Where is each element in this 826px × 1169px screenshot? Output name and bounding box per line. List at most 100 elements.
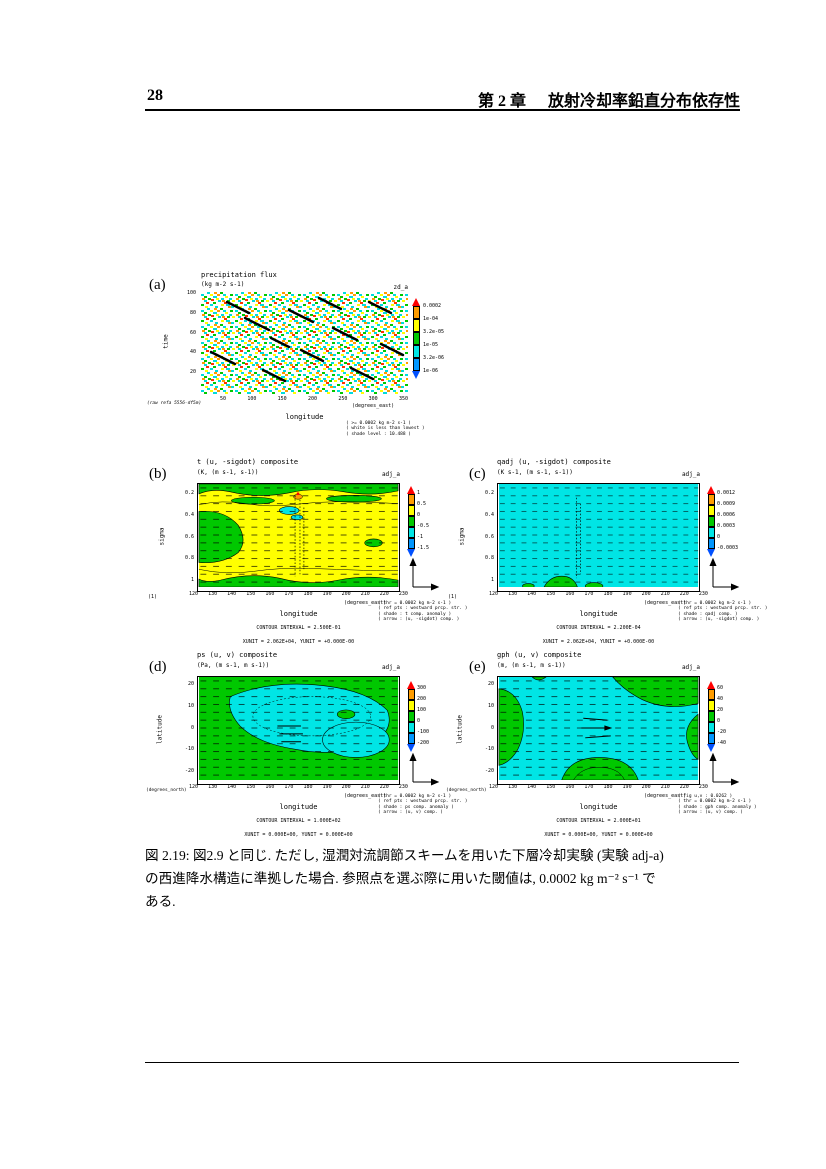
colorbar-label: 60 (717, 685, 724, 691)
x-tick: 120 (489, 784, 499, 790)
panel-c-x-tick-labels: 120 130 140 150 160 170 180 190 200 210 220 230 (489, 591, 708, 597)
y-tick: 20 (187, 681, 194, 687)
panel-e-fine-print: ( fig u,v : 0.0262 )( thr = 0.0002 kg m-… (678, 794, 757, 816)
colorbar-segment (707, 494, 715, 505)
colorbar-label: 200 (417, 696, 427, 702)
panel-e-y-axis-unit: (degrees_north) (446, 788, 487, 793)
x-tick: 190 (322, 591, 332, 597)
fine-print-line: ( >= 0.0002 kg m-2 s-1 ) (346, 421, 412, 426)
panel-a-y-axis-label: time (162, 334, 170, 349)
x-tick: 120 (489, 591, 499, 597)
colorbar-segment (407, 527, 415, 538)
colorbar-label: -1.5 (417, 545, 430, 551)
colorbar-segment (707, 722, 715, 733)
y-tick: 0.8 (184, 555, 194, 562)
panel-d-x-axis-label: longitude (279, 803, 318, 811)
panel-c-x-axis-unit: (degrees_east) (644, 600, 687, 606)
panel-c-contour-interval-note: CONTOUR INTERVAL = 2.200E-04 (556, 625, 641, 631)
colorbar-arrow-down-icon (407, 549, 415, 557)
x-tick: 150 (546, 591, 556, 597)
x-tick: 180 (603, 784, 613, 790)
x-tick: 220 (379, 591, 389, 597)
fine-print-line: ( arrow : (u, v) comp. ) (378, 810, 444, 816)
panel-b-title-units: (K, (m s-1, s-1)) (197, 469, 259, 476)
colorbar-segment (407, 689, 415, 700)
colorbar-segment (407, 494, 415, 505)
y-tick: 0.6 (484, 533, 494, 540)
fine-print-line: ( thr = 0.0002 kg m-2 s-1 ) (378, 601, 452, 606)
colorbar-label: 0.0006 (717, 512, 736, 518)
colorbar-segment (707, 711, 715, 722)
colorbar-label: 0.0009 (717, 501, 736, 507)
panel-c-title-units: (K s-1, (m s-1, s-1)) (497, 469, 573, 476)
panel-d-fine-print: ( thr = 0.0002 kg m-2 s-1 )( ref pts : w… (378, 794, 467, 816)
x-tick: 140 (227, 591, 237, 597)
panel-c-corner-id: adj_a (681, 471, 700, 478)
x-tick: 210 (360, 784, 370, 790)
colorbar-label: -20 (717, 729, 727, 735)
x-tick: 130 (208, 784, 218, 790)
x-tick: 200 (307, 396, 318, 402)
y-tick: 10 (187, 702, 194, 709)
x-tick: 170 (584, 784, 594, 790)
y-tick: 60 (189, 329, 196, 336)
x-tick: 160 (565, 591, 575, 597)
x-tick: 220 (379, 784, 389, 790)
colorbar-label: -100 (417, 729, 430, 735)
panel-b-y-axis-label: sigma (158, 527, 166, 546)
x-tick: 220 (679, 784, 689, 790)
panel-e-corner-id: adj_a (681, 664, 700, 671)
panel-d-colorbar-labels: 300 200 100 0 -100 -200 (417, 686, 429, 752)
fine-print-line: ( shade level : 10.488 ) (346, 431, 412, 437)
figure-caption-line-3: ある. (145, 894, 176, 909)
panel-e-contour-interval-note: CONTOUR INTERVAL = 2.000E+01 (556, 818, 641, 824)
panel-a-fine-print: ( >= 0.0002 kg m-2 s-1 )( white is less … (346, 421, 425, 437)
panel-b-x-axis-label: longitude (279, 610, 318, 618)
x-tick: 230 (698, 591, 708, 597)
fine-print-line: ( arrow : (u, v) comp. ) (678, 810, 744, 816)
x-tick: 130 (508, 591, 518, 597)
colorbar-label: -0.0003 (717, 545, 739, 551)
colorbar-segment (407, 711, 415, 722)
panel-e-y-tick-labels: 20 10 0 -10 -20 (476, 682, 494, 774)
panel-c-y-axis-unit: (1) (448, 594, 458, 600)
colorbar-label: 0 (417, 512, 421, 518)
colorbar-segment (412, 319, 420, 332)
colorbar-segment (707, 700, 715, 711)
panel-b-colorbar (407, 486, 415, 557)
x-tick: 140 (527, 591, 537, 597)
panel-d-x-axis-unit: (degrees_east) (344, 793, 387, 799)
panel-c-unit-note: XUNIT = 2.062E+04, YUNIT = +0.000E-00 (542, 639, 655, 645)
colorbar-segment (412, 332, 420, 345)
panel-c-vector-scale-arrows-icon (704, 556, 740, 596)
panel-d-label: (d) (149, 659, 167, 675)
panel-e-y-axis-label: latitude (456, 715, 464, 744)
y-tick: 40 (189, 349, 196, 356)
y-tick: 0.4 (184, 511, 194, 518)
y-tick: 1 (190, 577, 194, 583)
panel-e-x-axis-label: longitude (579, 803, 618, 811)
x-tick: 230 (398, 591, 408, 597)
y-tick: 20 (487, 681, 494, 687)
panel-d-corner-id: adj_a (381, 664, 400, 671)
panel-e-title-units: (m, (m s-1, m s-1)) (497, 662, 566, 669)
colorbar-arrow-down-icon (707, 549, 715, 557)
panel-a-label: (a) (149, 277, 166, 293)
panel-c-colorbar (707, 486, 715, 557)
colorbar-label: 100 (417, 707, 427, 713)
colorbar-segment (707, 516, 715, 527)
colorbar-segment (407, 538, 415, 549)
y-tick: 0 (190, 724, 194, 731)
panel-a-corner-id: zd_a (393, 284, 408, 291)
colorbar-label: 1e-04 (423, 316, 439, 322)
panel-b-colorbar-labels: 1 0.5 0 -0.5 -1 -1.5 (417, 491, 429, 557)
colorbar-label: 0 (417, 718, 421, 724)
colorbar-label: 0 (717, 534, 721, 540)
chapter-label: 第 2 章 (477, 93, 526, 110)
colorbar-arrow-down-icon (412, 371, 420, 379)
x-tick: 150 (246, 591, 256, 597)
fine-print-line: ( arrow : (u, -sigdot) comp. ) (678, 617, 760, 623)
y-tick: 80 (189, 309, 196, 316)
panel-c-title: qadj (u, -sigdot) composite (497, 458, 611, 466)
x-tick: 150 (546, 784, 556, 790)
